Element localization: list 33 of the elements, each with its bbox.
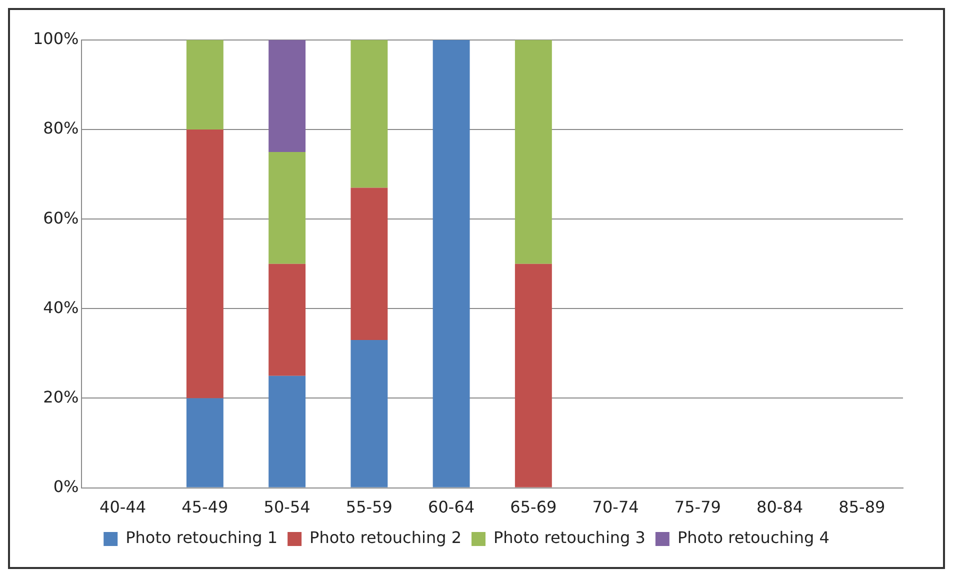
bar <box>186 398 224 488</box>
x-tick-label: 75-79 <box>674 498 721 517</box>
y-tick-label: 60% <box>43 208 79 228</box>
bar <box>350 188 388 340</box>
bar <box>268 376 306 488</box>
x-tick-label: 65-69 <box>510 498 557 517</box>
bar <box>268 40 306 152</box>
x-tick-label: 85-89 <box>838 498 886 517</box>
legend-label: Photo retouching 3 <box>494 528 646 548</box>
legend-label: Photo retouching 4 <box>677 528 830 548</box>
x-tick-label: 60-64 <box>428 498 475 517</box>
bar <box>514 40 552 264</box>
y-tick-label: 80% <box>43 118 79 138</box>
x-tick-label: 80-84 <box>756 498 804 517</box>
bar <box>432 40 470 488</box>
x-tick-label: 40-44 <box>100 498 146 517</box>
x-tick-label: 70-74 <box>592 498 639 517</box>
bar <box>350 40 388 188</box>
y-tick-label: 40% <box>43 298 79 317</box>
x-tick-label: 50-54 <box>264 498 310 517</box>
bar <box>268 264 306 376</box>
bar <box>514 264 552 488</box>
x-tick-label: 55-59 <box>346 498 392 517</box>
legend-label: Photo retouching 1 <box>126 528 278 548</box>
x-tick-label: 45-49 <box>182 498 228 517</box>
y-tick-label: 20% <box>43 387 79 406</box>
y-tick-label: 0% <box>53 476 79 496</box>
bar <box>186 40 224 130</box>
bar <box>186 130 224 398</box>
legend-label: Photo retouching 2 <box>310 528 462 548</box>
y-tick-label: 100% <box>32 29 79 48</box>
bar <box>350 340 388 488</box>
bar <box>268 152 306 264</box>
